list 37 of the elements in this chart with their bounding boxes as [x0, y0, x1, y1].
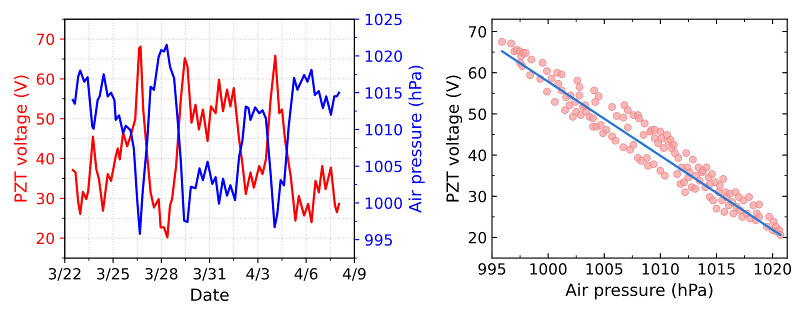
x-tick-label: 1000	[530, 263, 567, 275]
y-tick-label: 20	[468, 232, 486, 244]
y-tick-label: 20	[36, 232, 54, 244]
x-tick-label: 3/28	[145, 268, 178, 281]
y-tick-label: 30	[36, 192, 54, 204]
x-tick-label: 3/22	[48, 268, 80, 281]
x-tick-label: 1020	[754, 263, 792, 275]
y-tick-label: 60	[36, 73, 54, 85]
y2-tick-label: 995	[365, 234, 392, 246]
x-tick-label: 4/9	[342, 268, 366, 281]
x-axis-title: Date	[191, 288, 229, 302]
y2-tick-label: 1025	[366, 14, 402, 26]
y-tick-label: 60	[468, 67, 486, 79]
x-tick-label: 3/25	[97, 268, 129, 281]
y2-tick-label: 1015	[366, 87, 402, 99]
y-tick-label: 50	[36, 113, 54, 125]
y-axis-title: PZT voltage (V)	[446, 76, 462, 202]
y-tick-label: 70	[36, 34, 54, 46]
x-tick-label: 1010	[642, 263, 679, 275]
y2-tick-label: 1020	[366, 50, 402, 62]
y2-tick-label: 1005	[366, 160, 402, 172]
x-tick-label: 3/31	[194, 268, 226, 281]
y2-tick-label: 1010	[366, 124, 402, 136]
x-tick-label: 4/3	[246, 268, 269, 281]
x-tick-label: 1005	[586, 263, 622, 275]
y-axis-title: PZT voltage (V)	[14, 76, 30, 202]
x-tick-label: 995	[478, 263, 506, 275]
x-tick-label: 1015	[698, 263, 735, 275]
y-tick-label: 40	[36, 152, 54, 165]
x-tick-label: 4/6	[294, 268, 318, 281]
y2-axis-title: Air pressure (hPa)	[408, 66, 425, 213]
y-tick-label: 50	[468, 108, 486, 120]
y2-tick-label: 1000	[366, 197, 402, 209]
y-tick-label: 70	[468, 26, 486, 38]
y-tick-label: 40	[468, 150, 486, 162]
x-axis-title: Air pressure (hPa)	[565, 283, 712, 300]
y-tick-label: 30	[468, 190, 486, 202]
